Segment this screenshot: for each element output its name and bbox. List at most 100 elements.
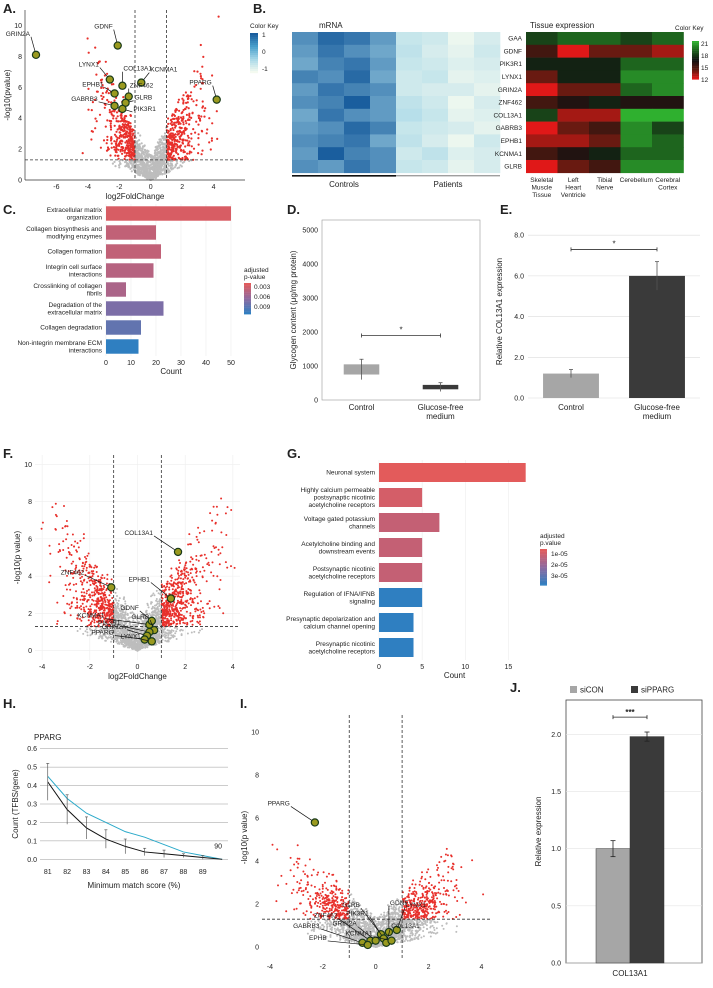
data-point <box>181 581 184 584</box>
data-point <box>201 606 204 609</box>
legend-swatch <box>692 68 699 70</box>
data-point <box>181 138 184 141</box>
heatmap-cell <box>344 134 371 148</box>
heatmap-cell <box>370 70 397 84</box>
category-label: acetylcholine receptors <box>309 573 376 580</box>
data-point <box>170 579 173 582</box>
data-point <box>163 169 166 172</box>
data-point <box>202 610 205 613</box>
y-tick-label: 0.0 <box>514 396 524 403</box>
data-point <box>203 612 206 615</box>
gene-label: PPARG <box>91 630 113 637</box>
data-point <box>183 569 186 572</box>
category-label: Postsynaptic nicotinic <box>313 566 376 573</box>
data-point <box>442 875 445 878</box>
legend-swatch <box>244 312 251 315</box>
x-tick-label: 4 <box>212 184 216 191</box>
data-point <box>175 590 178 593</box>
data-point <box>219 552 222 555</box>
data-point <box>93 594 96 597</box>
legend-swatch <box>250 59 258 62</box>
data-point <box>172 582 175 585</box>
data-point <box>92 570 95 573</box>
heatmap-cell <box>370 121 397 135</box>
data-point <box>146 173 149 176</box>
data-point <box>176 130 180 133</box>
data-point <box>54 502 57 505</box>
data-point <box>180 112 183 115</box>
legend-tick: 18 <box>701 53 709 60</box>
data-point <box>135 163 138 166</box>
heatmap-cell <box>344 96 371 110</box>
data-point <box>100 78 104 81</box>
data-point <box>139 149 142 152</box>
data-point <box>97 607 100 610</box>
data-point <box>101 592 104 594</box>
heatmap-cell <box>344 44 371 58</box>
data-point <box>196 538 199 541</box>
data-point <box>201 149 204 152</box>
data-point <box>133 133 137 136</box>
data-point <box>193 85 196 88</box>
data-point <box>170 150 173 153</box>
gene-point <box>113 41 122 50</box>
data-point <box>56 620 59 623</box>
data-point <box>120 142 123 145</box>
data-point <box>184 145 187 148</box>
data-point <box>180 599 183 601</box>
data-point <box>41 521 44 524</box>
data-point <box>180 133 183 136</box>
data-point <box>190 145 193 148</box>
data-point <box>123 149 126 152</box>
data-point <box>139 161 143 164</box>
data-point <box>164 639 167 642</box>
data-point <box>117 602 120 605</box>
heatmap-cell <box>318 44 345 58</box>
x-tick-label: Glucose-free <box>634 403 680 412</box>
data-point <box>153 594 156 597</box>
data-point <box>181 595 184 598</box>
data-point <box>93 566 96 569</box>
data-point <box>123 132 126 135</box>
data-point <box>115 143 118 147</box>
legend-swatch <box>244 309 251 311</box>
chart-title: PPARG <box>34 733 61 742</box>
data-point <box>137 160 140 163</box>
data-point <box>197 616 200 619</box>
data-point <box>137 163 140 166</box>
panel-label-i: I. <box>240 696 247 711</box>
enrichment-bar <box>379 463 526 482</box>
heatmap-cell <box>589 147 621 161</box>
data-point <box>173 621 176 624</box>
data-point <box>143 144 146 147</box>
data-point <box>166 585 168 588</box>
data-point <box>108 594 111 597</box>
data-point <box>75 549 78 552</box>
volcano-plot-a: -6 -4 -2 0 2 40246810log2FoldChange-log10(pva… <box>3 10 245 201</box>
enrichment-bar <box>106 320 141 335</box>
enrichment-bar <box>106 225 156 240</box>
data-point <box>86 634 89 637</box>
heatmap-cell <box>652 44 684 58</box>
y-axis-label: -log10(p value) <box>13 530 22 584</box>
data-point <box>82 579 85 582</box>
data-point <box>131 642 134 645</box>
data-point <box>197 526 200 529</box>
gene-label: LYNX1 <box>121 633 141 640</box>
data-point <box>169 603 172 606</box>
data-point <box>106 598 109 601</box>
data-point <box>62 549 65 551</box>
data-point <box>91 101 94 104</box>
data-point <box>137 165 141 168</box>
x-tick-label: 0 <box>149 184 153 191</box>
category-label: Integrin cell surface <box>46 264 103 271</box>
data-point <box>177 569 180 572</box>
data-point <box>107 92 110 95</box>
data-point <box>182 615 185 618</box>
data-point <box>169 613 172 616</box>
data-point <box>210 571 213 574</box>
category-label: Acetylcholine binding and <box>301 541 375 548</box>
data-point <box>69 588 72 591</box>
data-point <box>217 553 220 556</box>
